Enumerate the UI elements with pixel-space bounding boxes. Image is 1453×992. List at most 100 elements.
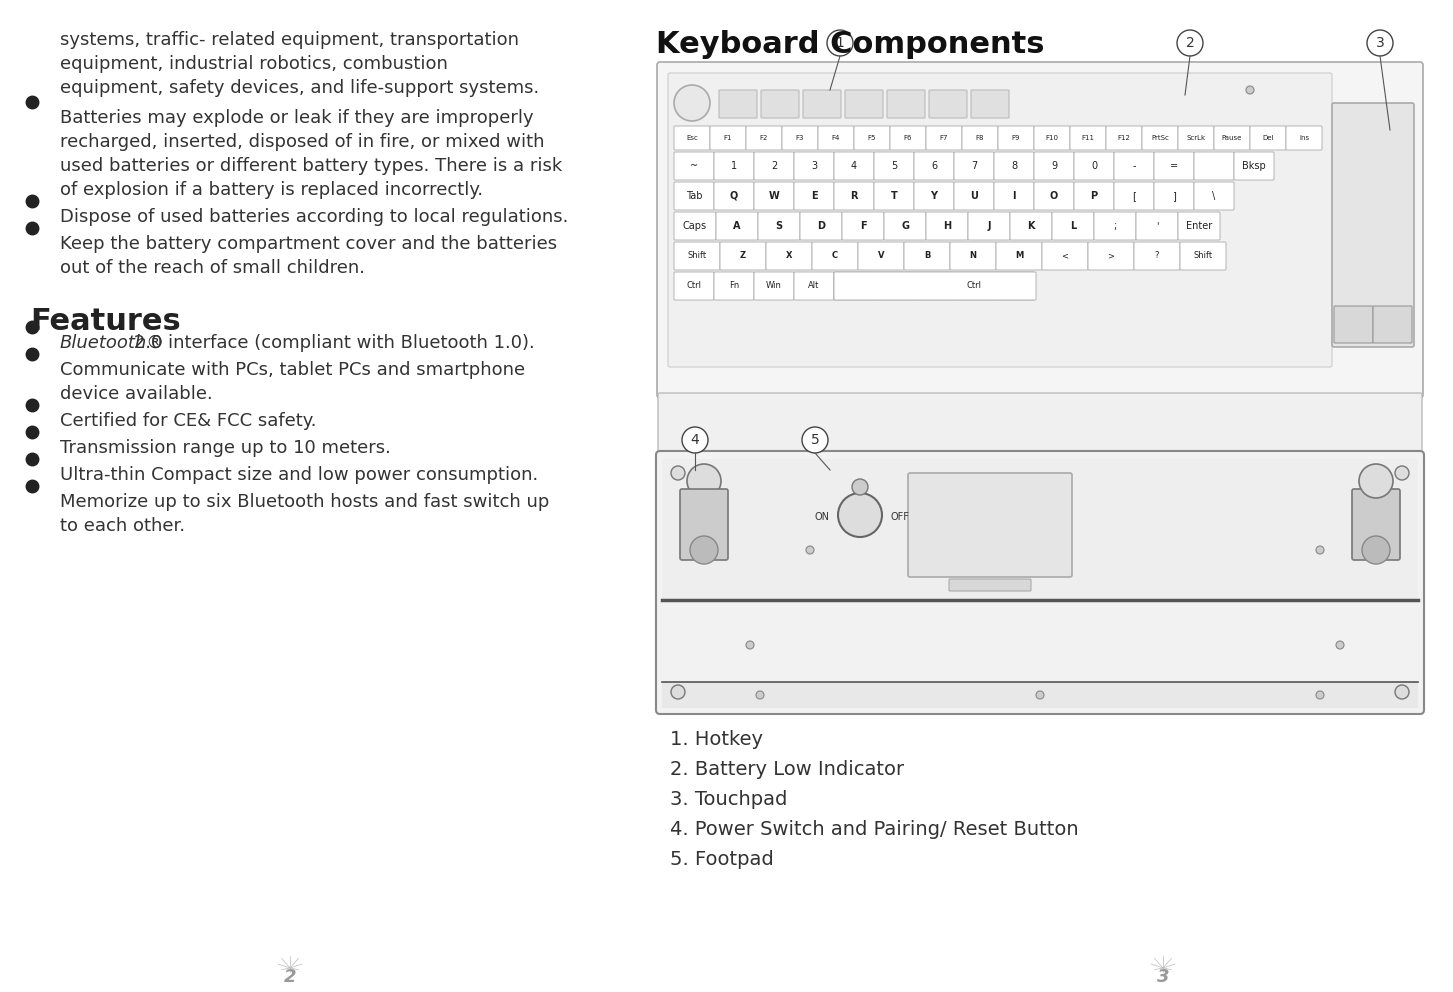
Text: 4. Power Switch and Pairing/ Reset Button: 4. Power Switch and Pairing/ Reset Butto… xyxy=(670,820,1078,839)
FancyBboxPatch shape xyxy=(949,579,1032,591)
Circle shape xyxy=(1395,466,1409,480)
Text: Keep the battery compartment cover and the batteries: Keep the battery compartment cover and t… xyxy=(60,235,556,253)
FancyBboxPatch shape xyxy=(793,182,834,210)
FancyBboxPatch shape xyxy=(854,126,891,150)
Text: 4: 4 xyxy=(851,161,857,171)
FancyBboxPatch shape xyxy=(1106,126,1142,150)
FancyBboxPatch shape xyxy=(875,152,914,180)
Text: Enter: Enter xyxy=(1186,221,1212,231)
FancyBboxPatch shape xyxy=(1334,306,1373,343)
Text: Alt: Alt xyxy=(808,282,819,291)
Text: 2. Battery Low Indicator: 2. Battery Low Indicator xyxy=(670,760,904,779)
Text: E: E xyxy=(811,191,817,201)
Circle shape xyxy=(674,85,711,121)
FancyBboxPatch shape xyxy=(908,473,1072,577)
Circle shape xyxy=(1361,536,1391,564)
FancyBboxPatch shape xyxy=(1178,126,1215,150)
Text: G: G xyxy=(901,221,910,231)
Text: systems, traffic- related equipment, transportation: systems, traffic- related equipment, tra… xyxy=(60,31,519,49)
Circle shape xyxy=(1316,546,1324,554)
FancyBboxPatch shape xyxy=(812,242,859,270)
FancyBboxPatch shape xyxy=(716,212,758,240)
Circle shape xyxy=(802,427,828,453)
FancyBboxPatch shape xyxy=(655,451,1424,714)
FancyBboxPatch shape xyxy=(711,126,745,150)
FancyBboxPatch shape xyxy=(1154,152,1194,180)
Text: K: K xyxy=(1027,221,1035,231)
Text: Ctrl: Ctrl xyxy=(966,282,981,291)
Text: U: U xyxy=(971,191,978,201)
Text: Del: Del xyxy=(1263,135,1274,141)
Circle shape xyxy=(1316,691,1324,699)
FancyBboxPatch shape xyxy=(955,182,994,210)
Text: of explosion if a battery is replaced incorrectly.: of explosion if a battery is replaced in… xyxy=(60,181,484,199)
FancyBboxPatch shape xyxy=(657,62,1422,398)
FancyBboxPatch shape xyxy=(1035,182,1074,210)
Text: Ultra-thin Compact size and low power consumption.: Ultra-thin Compact size and low power co… xyxy=(60,466,538,484)
FancyBboxPatch shape xyxy=(1133,242,1180,270)
FancyBboxPatch shape xyxy=(674,212,716,240)
FancyBboxPatch shape xyxy=(754,152,793,180)
FancyBboxPatch shape xyxy=(1052,212,1094,240)
Text: ': ' xyxy=(1155,221,1158,231)
FancyBboxPatch shape xyxy=(904,242,950,270)
Text: C: C xyxy=(833,252,838,261)
Text: ]: ] xyxy=(1173,191,1175,201)
Text: PrtSc: PrtSc xyxy=(1151,135,1168,141)
FancyBboxPatch shape xyxy=(1373,306,1412,343)
FancyBboxPatch shape xyxy=(834,272,1036,300)
FancyBboxPatch shape xyxy=(875,272,914,300)
Text: equipment, industrial robotics, combustion: equipment, industrial robotics, combusti… xyxy=(60,55,448,73)
Text: <: < xyxy=(1062,252,1068,261)
FancyBboxPatch shape xyxy=(1194,152,1234,180)
FancyBboxPatch shape xyxy=(1194,182,1234,210)
FancyBboxPatch shape xyxy=(891,126,926,150)
Circle shape xyxy=(690,536,718,564)
FancyBboxPatch shape xyxy=(754,182,793,210)
Circle shape xyxy=(1247,86,1254,94)
FancyBboxPatch shape xyxy=(834,272,875,300)
FancyBboxPatch shape xyxy=(994,272,1035,300)
FancyBboxPatch shape xyxy=(886,90,926,118)
FancyBboxPatch shape xyxy=(674,152,713,180)
FancyBboxPatch shape xyxy=(1088,242,1133,270)
Text: F4: F4 xyxy=(831,135,840,141)
FancyBboxPatch shape xyxy=(834,152,875,180)
Text: Ins: Ins xyxy=(1299,135,1309,141)
Circle shape xyxy=(1359,464,1393,498)
Text: D: D xyxy=(817,221,825,231)
Text: T: T xyxy=(891,191,898,201)
FancyBboxPatch shape xyxy=(1180,242,1226,270)
Text: Y: Y xyxy=(930,191,937,201)
Text: Q: Q xyxy=(729,191,738,201)
Circle shape xyxy=(1395,685,1409,699)
FancyBboxPatch shape xyxy=(1136,212,1178,240)
FancyBboxPatch shape xyxy=(721,242,766,270)
FancyBboxPatch shape xyxy=(766,242,812,270)
FancyBboxPatch shape xyxy=(1035,126,1069,150)
Circle shape xyxy=(1036,691,1045,699)
Text: ~: ~ xyxy=(690,161,697,171)
Circle shape xyxy=(681,427,708,453)
Text: ;: ; xyxy=(1113,221,1116,231)
Text: 2: 2 xyxy=(772,161,777,171)
Text: Keyboard Components: Keyboard Components xyxy=(655,30,1045,59)
FancyBboxPatch shape xyxy=(968,212,1010,240)
Text: 3: 3 xyxy=(1157,968,1170,986)
Circle shape xyxy=(745,641,754,649)
Text: 3: 3 xyxy=(1376,36,1385,50)
FancyBboxPatch shape xyxy=(1351,489,1401,560)
Text: Certified for CE& FCC safety.: Certified for CE& FCC safety. xyxy=(60,412,317,430)
Text: Win: Win xyxy=(766,282,782,291)
FancyBboxPatch shape xyxy=(674,182,713,210)
FancyBboxPatch shape xyxy=(658,393,1422,457)
Text: 3: 3 xyxy=(811,161,817,171)
FancyBboxPatch shape xyxy=(998,126,1035,150)
Text: Bluetooth®: Bluetooth® xyxy=(60,334,166,352)
Text: 5: 5 xyxy=(891,161,897,171)
Text: B: B xyxy=(924,252,930,261)
Circle shape xyxy=(838,493,882,537)
FancyBboxPatch shape xyxy=(782,126,818,150)
FancyBboxPatch shape xyxy=(1332,103,1414,347)
FancyBboxPatch shape xyxy=(1114,182,1154,210)
